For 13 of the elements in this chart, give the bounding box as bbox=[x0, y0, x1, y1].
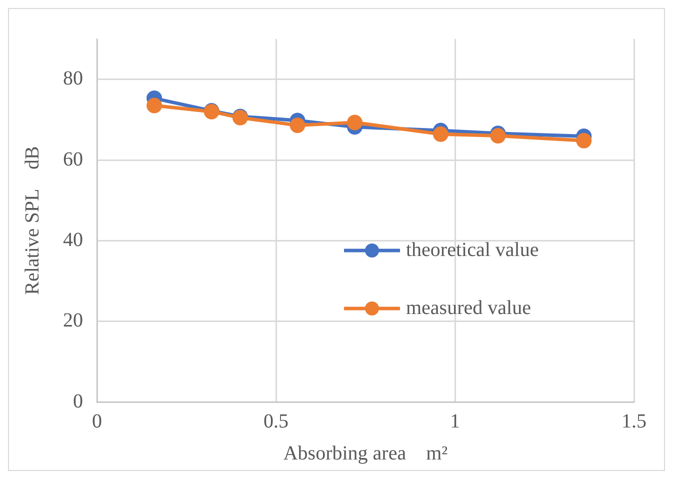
x-tick-label: 0 bbox=[92, 410, 102, 432]
y-tick-label: 60 bbox=[63, 148, 83, 170]
y-tick-label: 40 bbox=[63, 228, 83, 251]
x-tick-label: 0.5 bbox=[264, 410, 288, 432]
x-tick-label: 1 bbox=[450, 410, 460, 432]
y-tick-label: 20 bbox=[63, 310, 83, 332]
x-axis-title: Absorbing area m² bbox=[283, 442, 448, 464]
legend-label: theoretical value bbox=[406, 238, 539, 261]
y-axis-title: Relative SPL dB bbox=[21, 146, 44, 295]
x-tick-label: 1.5 bbox=[622, 410, 646, 432]
y-tick-label: 0 bbox=[73, 390, 83, 412]
legend-label: measured value bbox=[406, 296, 532, 319]
y-tick-label: 80 bbox=[63, 68, 83, 90]
